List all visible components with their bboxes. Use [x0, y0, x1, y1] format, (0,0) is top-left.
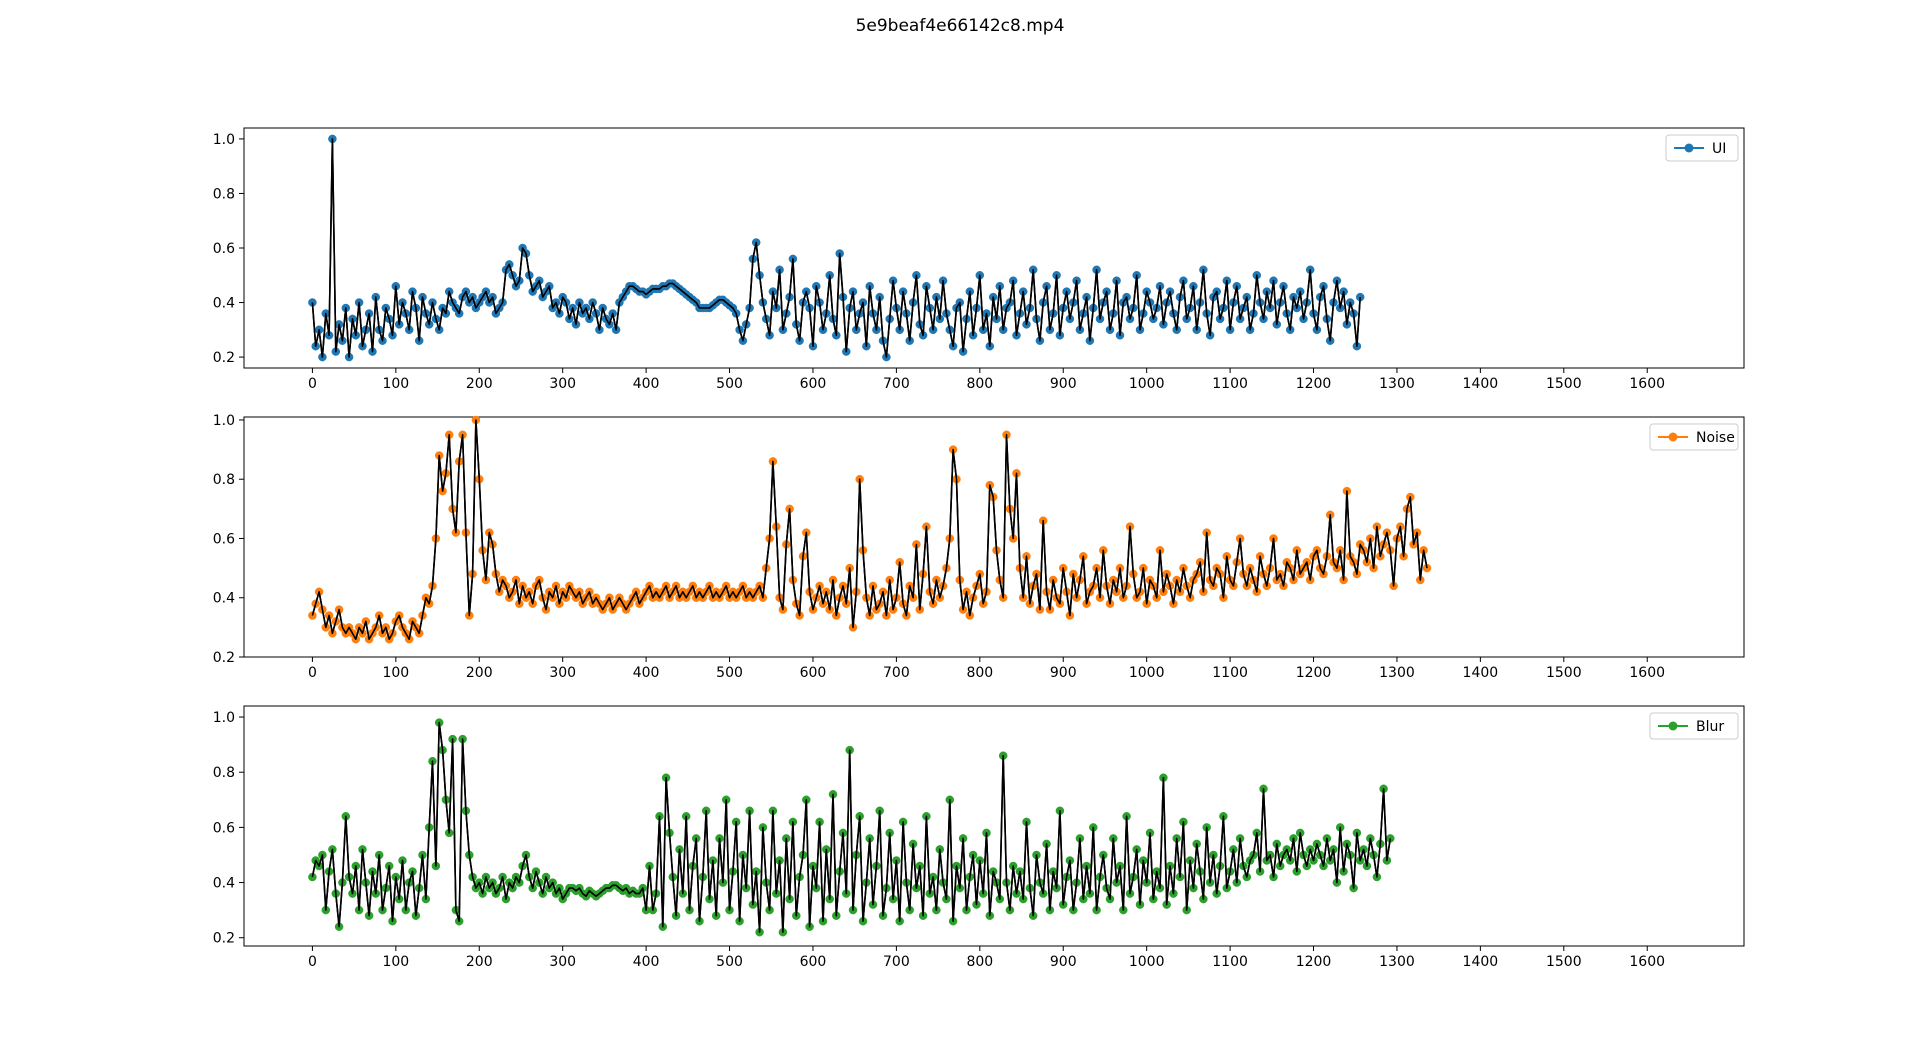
x-tick-label: 1600	[1629, 665, 1665, 681]
x-tick-label: 1200	[1296, 954, 1332, 970]
legend-label: UI	[1712, 141, 1726, 157]
x-tick-label: 1600	[1629, 376, 1665, 392]
x-tick-label: 700	[883, 376, 910, 392]
y-tick-label: 0.8	[213, 765, 235, 781]
x-tick-label: 900	[1050, 954, 1077, 970]
x-tick-label: 600	[800, 954, 827, 970]
x-tick-label: 1100	[1212, 954, 1248, 970]
x-tick-label: 500	[716, 954, 743, 970]
axes-frame	[243, 416, 1745, 658]
panel-noise: 0 100 200 300 400 500 600 700 800 900 1000 1100 1200…	[213, 413, 1745, 681]
series-markers-noise	[308, 415, 1432, 644]
x-tick-label: 1200	[1296, 376, 1332, 392]
x-tick-label: 1400	[1463, 665, 1499, 681]
y-tick-label: 1.0	[213, 132, 235, 148]
x-tick-label: 1300	[1379, 376, 1415, 392]
axes-frame	[243, 127, 1745, 369]
x-tick-label: 500	[716, 665, 743, 681]
x-tick-label: 1500	[1546, 376, 1582, 392]
x-tick-label: 100	[382, 376, 409, 392]
x-tick-label: 0	[308, 665, 317, 681]
x-tick-label: 200	[466, 954, 493, 970]
y-tick-label: 0.4	[213, 591, 235, 607]
series-line-noise	[311, 419, 1428, 641]
panel-blur: 0 100 200 300 400 500 600 700 800 900 1000 1100 1200…	[213, 705, 1745, 970]
y-tick-label: 0.6	[213, 241, 235, 257]
x-tick-label: 0	[308, 954, 317, 970]
y-tick-label: 0.8	[213, 186, 235, 202]
y-tick-label: 0.6	[213, 820, 235, 836]
x-tick-label: 700	[883, 954, 910, 970]
x-tick-label: 1500	[1546, 954, 1582, 970]
figure-title: 5e9beaf4e66142c8.mp4	[855, 16, 1065, 36]
y-tick-label: 0.2	[213, 931, 235, 947]
x-tick-label: 800	[966, 954, 993, 970]
x-tick-label: 1300	[1379, 954, 1415, 970]
x-tick-label: 300	[549, 954, 576, 970]
x-tick-label: 900	[1050, 376, 1077, 392]
legend: Blur	[1649, 712, 1739, 740]
x-tick-label: 1400	[1463, 376, 1499, 392]
x-tick-label: 1000	[1129, 954, 1165, 970]
x-tick-label: 800	[966, 665, 993, 681]
axes-frame	[243, 705, 1745, 947]
legend: Noise	[1649, 423, 1739, 451]
x-tick-label: 600	[800, 376, 827, 392]
series-line-blur	[311, 721, 1392, 934]
x-tick-label: 1200	[1296, 665, 1332, 681]
x-tick-label: 1400	[1463, 954, 1499, 970]
y-tick-label: 0.6	[213, 531, 235, 547]
x-tick-label: 1500	[1546, 665, 1582, 681]
x-tick-label: 1600	[1629, 954, 1665, 970]
x-tick-label: 1100	[1212, 376, 1248, 392]
x-tick-label: 300	[549, 376, 576, 392]
legend-box	[1649, 423, 1739, 451]
x-tick-label: 900	[1050, 665, 1077, 681]
x-tick-label: 1100	[1212, 665, 1248, 681]
legend: UI	[1665, 134, 1739, 162]
legend-marker	[1668, 432, 1678, 442]
x-tick-label: 600	[800, 665, 827, 681]
series-line-ui	[311, 138, 1361, 358]
legend-marker	[1684, 143, 1694, 153]
x-tick-label: 1000	[1129, 376, 1165, 392]
legend-label: Blur	[1696, 719, 1724, 735]
x-tick-label: 1300	[1379, 665, 1415, 681]
y-tick-label: 0.2	[213, 350, 235, 366]
legend-label: Noise	[1696, 430, 1735, 446]
x-tick-label: 1000	[1129, 665, 1165, 681]
legend-marker	[1668, 721, 1678, 731]
x-tick-label: 800	[966, 376, 993, 392]
x-tick-label: 500	[716, 376, 743, 392]
y-tick-label: 0.2	[213, 650, 235, 666]
y-tick-label: 1.0	[213, 413, 235, 429]
panel-ui: 0 100 200 300 400 500 600 700 800 900 1000 1100 1200…	[213, 127, 1745, 392]
x-tick-label: 400	[633, 954, 660, 970]
x-tick-label: 300	[549, 665, 576, 681]
y-tick-label: 1.0	[213, 710, 235, 726]
x-tick-label: 0	[308, 376, 317, 392]
x-tick-label: 100	[382, 665, 409, 681]
x-tick-label: 200	[466, 376, 493, 392]
x-tick-label: 100	[382, 954, 409, 970]
x-tick-label: 700	[883, 665, 910, 681]
y-tick-label: 0.4	[213, 296, 235, 312]
x-tick-label: 400	[633, 665, 660, 681]
y-tick-label: 0.8	[213, 472, 235, 488]
legend-box	[1649, 712, 1739, 740]
x-tick-label: 400	[633, 376, 660, 392]
x-tick-label: 200	[466, 665, 493, 681]
y-tick-label: 0.4	[213, 876, 235, 892]
